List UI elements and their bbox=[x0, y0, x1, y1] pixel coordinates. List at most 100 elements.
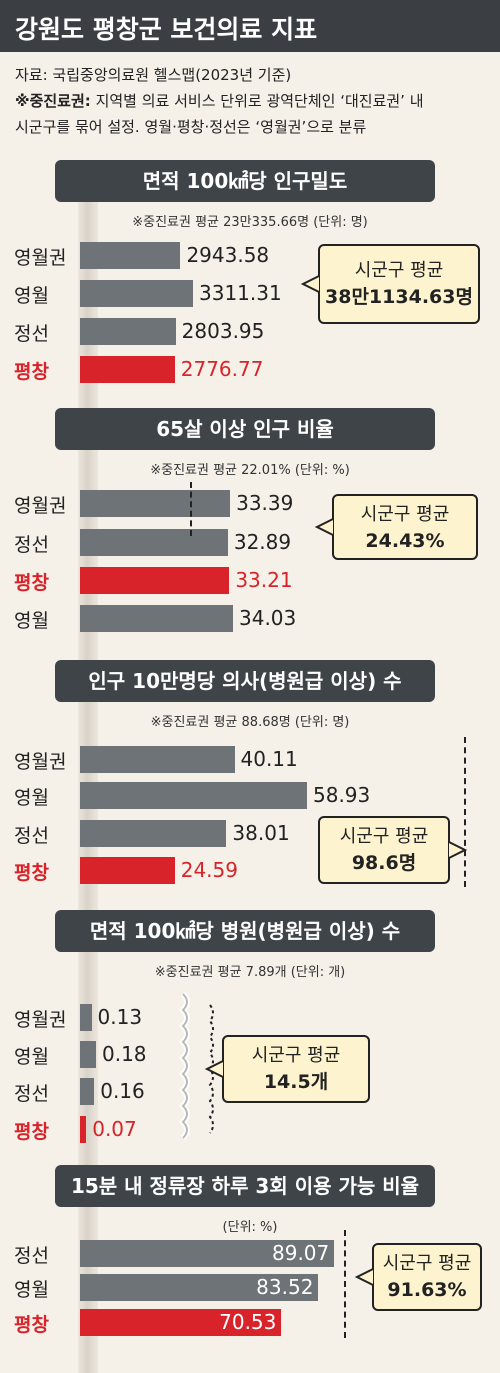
value-label: 0.16 bbox=[100, 1079, 145, 1103]
category-label: 영월권 bbox=[14, 495, 67, 517]
page-title: 강원도 평창군 보건의료 지표 bbox=[0, 0, 500, 52]
reference-line bbox=[344, 1230, 346, 1338]
value-label: 2943.58 bbox=[186, 243, 270, 267]
average-callout: 시군구 평균 38만1134.63명 bbox=[318, 244, 480, 324]
callout-number: 91.63% bbox=[387, 1279, 467, 1301]
value-label: 0.18 bbox=[102, 1042, 147, 1066]
reference-line bbox=[464, 737, 466, 887]
chart-note: (단위: %) bbox=[222, 1220, 278, 1235]
callout-label: 시군구 평균 bbox=[360, 504, 450, 525]
value-label: 32.89 bbox=[233, 530, 292, 554]
value-label: 0.07 bbox=[92, 1117, 137, 1141]
bar-영월 bbox=[80, 605, 233, 632]
chart-title: 면적 100㎢당 인구밀도 bbox=[55, 160, 435, 202]
category-label: 정선 bbox=[14, 323, 49, 345]
category-label: 영월 bbox=[14, 1046, 49, 1068]
bar-정선 bbox=[80, 820, 227, 847]
callout-value: 24.43% bbox=[334, 528, 476, 555]
callout-label: 시군구 평균 bbox=[339, 826, 429, 847]
bar-영월 bbox=[80, 782, 307, 809]
value-label: 0.13 bbox=[97, 1005, 143, 1029]
bar-평창 bbox=[80, 857, 175, 884]
value-label: 34.03 bbox=[239, 606, 297, 630]
chart-title: 65살 이상 인구 비율 bbox=[55, 408, 435, 450]
value-label: 89.07 bbox=[272, 1241, 330, 1265]
category-label: 영월 bbox=[14, 1279, 49, 1301]
chart-title: 15분 내 정류장 하루 3회 이용 가능 비율 bbox=[55, 1165, 435, 1207]
chart-note: ※중진료권 평균 23만335.66명 (단위: 명) bbox=[132, 215, 368, 230]
category-label: 정선 bbox=[14, 1245, 49, 1267]
category-label: 정선 bbox=[14, 825, 49, 847]
callout-number: 38만1134.63명 bbox=[325, 286, 473, 308]
average-callout: 시군구 평균 98.6명 bbox=[318, 816, 450, 884]
chart-note: ※중진료권 평균 22.01% (단위: %) bbox=[150, 463, 350, 478]
category-label: 영월권 bbox=[14, 1009, 67, 1031]
bar-영월 bbox=[80, 1274, 319, 1301]
category-label: 영월 bbox=[14, 787, 49, 809]
note-line-2: 시군구를 묶어 설정. 영월·평창·정선은 ‘영월권’으로 분류 bbox=[15, 118, 367, 136]
category-label: 정선 bbox=[14, 1083, 49, 1105]
bar-평창 bbox=[80, 567, 230, 594]
average-callout: 시군구 평균 91.63% bbox=[372, 1243, 482, 1311]
callout-number: 98.6명 bbox=[351, 852, 417, 874]
value-label: 40.11 bbox=[240, 747, 298, 771]
value-label: 33.39 bbox=[236, 491, 294, 515]
bar-영월 bbox=[80, 1041, 96, 1068]
category-label: 영월 bbox=[14, 285, 49, 307]
note-label: ※중진료권: bbox=[15, 92, 91, 110]
bar-정선 bbox=[80, 1240, 334, 1267]
bar-영월권 bbox=[80, 746, 235, 773]
bar-영월권 bbox=[80, 1004, 92, 1031]
chart-note: ※중진료권 평균 88.68명 (단위: 명) bbox=[150, 715, 350, 730]
category-label: 정선 bbox=[14, 534, 49, 556]
value-label: 24.59 bbox=[180, 858, 238, 882]
callout-number: 14.5개 bbox=[263, 1071, 329, 1093]
bar-평창 bbox=[80, 356, 175, 383]
chart-title: 면적 100㎢당 병원(병원급 이상) 수 bbox=[55, 910, 435, 952]
bar-영월권 bbox=[80, 242, 181, 269]
bar-영월권 bbox=[80, 490, 231, 517]
source-block: 자료: 국립중앙의료원 헬스맵(2023년 기준) ※중진료권: 지역별 의료 … bbox=[15, 62, 495, 140]
callout-value: 38만1134.63명 bbox=[320, 284, 478, 311]
value-label: 2803.95 bbox=[181, 319, 265, 343]
note-line-1: ※중진료권: 지역별 의료 서비스 단위로 광역단체인 ‘대진료권’ 내 bbox=[15, 88, 495, 114]
callout-value: 91.63% bbox=[374, 1277, 480, 1304]
note-text-1: 지역별 의료 서비스 단위로 광역단체인 ‘대진료권’ 내 bbox=[90, 92, 424, 110]
callout-label: 시군구 평균 bbox=[382, 1253, 472, 1274]
callout-label: 시군구 평균 bbox=[354, 260, 444, 281]
chart-note: ※중진료권 평균 7.89개 (단위: 개) bbox=[154, 965, 346, 980]
category-label: 영월권 bbox=[14, 751, 67, 773]
value-label: 2776.77 bbox=[180, 357, 264, 381]
average-callout: 시군구 평균 24.43% bbox=[332, 494, 478, 560]
category-label: 평창 bbox=[14, 1121, 49, 1143]
category-label: 평창 bbox=[14, 572, 49, 594]
callout-label: 시군구 평균 bbox=[251, 1045, 341, 1066]
value-label: 58.93 bbox=[313, 783, 371, 807]
bar-정선 bbox=[80, 1078, 95, 1105]
bar-평창 bbox=[80, 1309, 282, 1336]
value-label: 33.21 bbox=[235, 568, 293, 592]
category-label: 평창 bbox=[14, 1314, 49, 1336]
category-label: 평창 bbox=[14, 862, 49, 884]
value-label: 83.52 bbox=[256, 1275, 314, 1299]
category-label: 평창 bbox=[14, 361, 49, 383]
value-label: 3311.31 bbox=[199, 281, 282, 305]
chart-title: 인구 10만명당 의사(병원급 이상) 수 bbox=[55, 660, 435, 702]
callout-number: 24.43% bbox=[365, 530, 445, 552]
callout-value: 14.5개 bbox=[224, 1069, 368, 1096]
value-label: 70.53 bbox=[219, 1310, 277, 1334]
bar-정선 bbox=[80, 529, 228, 556]
category-label: 영월 bbox=[14, 610, 49, 632]
callout-value: 98.6명 bbox=[320, 850, 448, 877]
category-label: 영월권 bbox=[14, 247, 67, 269]
bar-정선 bbox=[80, 318, 176, 345]
bar-영월 bbox=[80, 280, 193, 307]
bar-평창 bbox=[80, 1116, 87, 1143]
